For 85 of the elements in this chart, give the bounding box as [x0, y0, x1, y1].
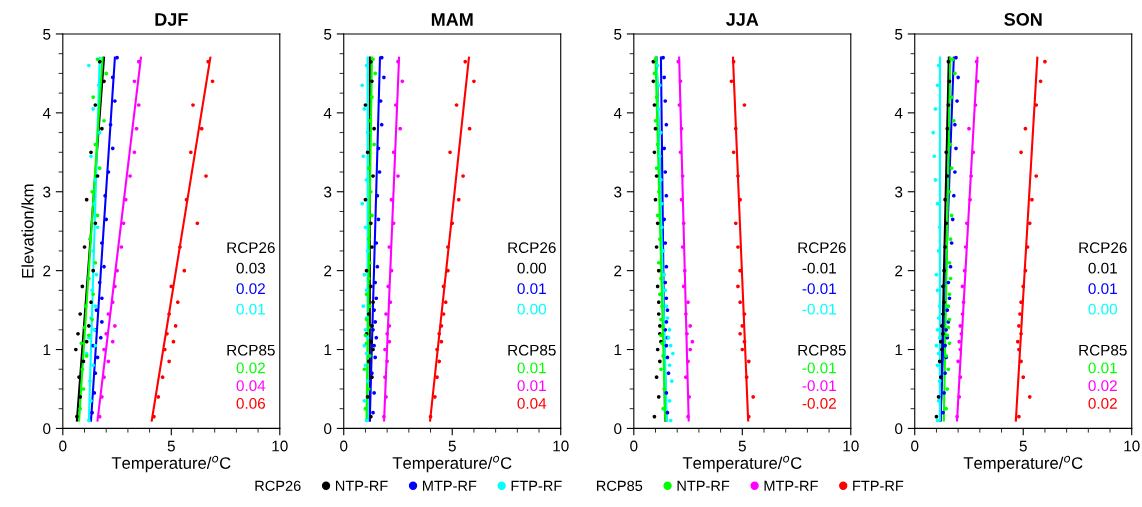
y-tick-label: 1 — [614, 344, 622, 356]
x-tick-label: 5 — [738, 440, 746, 452]
x-tick-label: 10 — [843, 440, 859, 452]
y-tick-label: 2 — [895, 265, 903, 277]
annotation: RCP85 — [1079, 344, 1127, 356]
y-tick-label: 5 — [43, 28, 51, 40]
annotation: 0.01 — [1088, 262, 1117, 274]
annotation: 0.00 — [517, 262, 547, 274]
annotation: 0.06 — [236, 398, 266, 409]
annotation: RCP85 — [508, 344, 556, 356]
x-axis-title: Temperature/$^{o}$C — [111, 455, 231, 473]
legend-label: MTP-RF — [764, 480, 818, 491]
y-tick-label: 5 — [324, 28, 332, 40]
legend-label: NTP-RF — [335, 480, 388, 491]
annotation: RCP26 — [798, 242, 846, 254]
x-tick-label: 10 — [553, 440, 569, 452]
y-tick-label: 1 — [43, 344, 51, 356]
annotation: RCP26 — [1079, 242, 1127, 254]
annotation: -0.01 — [802, 262, 836, 274]
annotation: 0.02 — [1088, 380, 1117, 392]
annotation: RCP26 — [227, 242, 275, 254]
y-tick-label: 0 — [43, 423, 51, 435]
x-axis-title: Temperature/$^{o}$C — [963, 455, 1083, 473]
annotation: 0.00 — [517, 303, 547, 315]
y-tick-label: 2 — [614, 265, 622, 277]
x-tick-label: 0 — [340, 440, 348, 452]
y-tick-label: 4 — [894, 107, 903, 119]
annotation: RCP85 — [227, 344, 275, 356]
y-tick-label: 4 — [613, 107, 622, 119]
chart-title: JJA — [726, 13, 759, 26]
x-tick-label: 10 — [1124, 440, 1140, 452]
annotation: 0.02 — [236, 283, 265, 295]
chart-title: DJF — [155, 13, 188, 26]
annotation: 0.03 — [236, 262, 266, 274]
annotation: 0.04 — [236, 380, 266, 392]
annotation: 0.01 — [517, 380, 546, 392]
legend-label: FTP-RF — [853, 480, 904, 491]
x-axis-title: Temperature/$^{o}$C — [682, 455, 802, 473]
annotation: 0.02 — [1088, 398, 1117, 409]
annotation: -0.01 — [802, 380, 836, 392]
y-tick-label: 1 — [895, 344, 903, 356]
chart-title: MAM — [431, 13, 473, 26]
x-tick-label: 0 — [911, 440, 919, 452]
legend-label: NTP-RF — [677, 480, 730, 491]
annotation: 0.04 — [517, 398, 547, 409]
annotation: -0.01 — [802, 303, 836, 315]
y-tick-label: 3 — [895, 186, 903, 198]
y-axis-title: Elevation/km — [21, 184, 34, 278]
annotation: 0.01 — [517, 283, 546, 295]
annotation: -0.02 — [802, 398, 836, 409]
y-tick-label: 0 — [324, 423, 332, 435]
y-tick-label: 3 — [324, 186, 332, 198]
x-tick-label: 5 — [448, 440, 456, 452]
text: RCP85 — [596, 480, 643, 491]
annotation: 0.01 — [1088, 283, 1117, 295]
y-tick-label: 3 — [614, 186, 622, 198]
annotation: RCP26 — [508, 242, 556, 254]
y-tick-label: 3 — [43, 186, 51, 198]
y-tick-label: 2 — [324, 265, 332, 277]
x-tick-label: 0 — [630, 440, 638, 452]
x-axis-title: Temperature/$^{o}$C — [392, 455, 512, 473]
x-tick-label: 5 — [167, 440, 175, 452]
y-tick-label: 5 — [614, 28, 622, 40]
x-tick-label: 10 — [272, 440, 288, 452]
annotation: 0.00 — [1088, 303, 1118, 315]
x-tick-label: 5 — [1019, 440, 1027, 452]
y-tick-label: 4 — [42, 107, 51, 119]
y-tick-label: 0 — [895, 423, 903, 435]
text: RCP26 — [255, 480, 301, 491]
y-tick-label: 2 — [43, 265, 51, 277]
x-tick-label: 0 — [59, 440, 67, 452]
y-tick-label: 0 — [614, 423, 622, 435]
annotation: RCP85 — [798, 344, 846, 356]
annotation: 0.02 — [236, 362, 265, 374]
y-tick-label: 1 — [324, 344, 332, 356]
chart-title: SON — [1004, 13, 1042, 26]
annotation: 0.01 — [236, 303, 265, 315]
annotation: 0.01 — [517, 362, 546, 374]
annotation: 0.01 — [1088, 362, 1117, 374]
legend-label: MTP-RF — [422, 480, 477, 491]
annotation: -0.01 — [802, 362, 836, 374]
legend-label: FTP-RF — [511, 480, 562, 491]
annotation: -0.01 — [802, 283, 836, 295]
y-tick-label: 5 — [895, 28, 903, 40]
y-tick-label: 4 — [323, 107, 332, 119]
